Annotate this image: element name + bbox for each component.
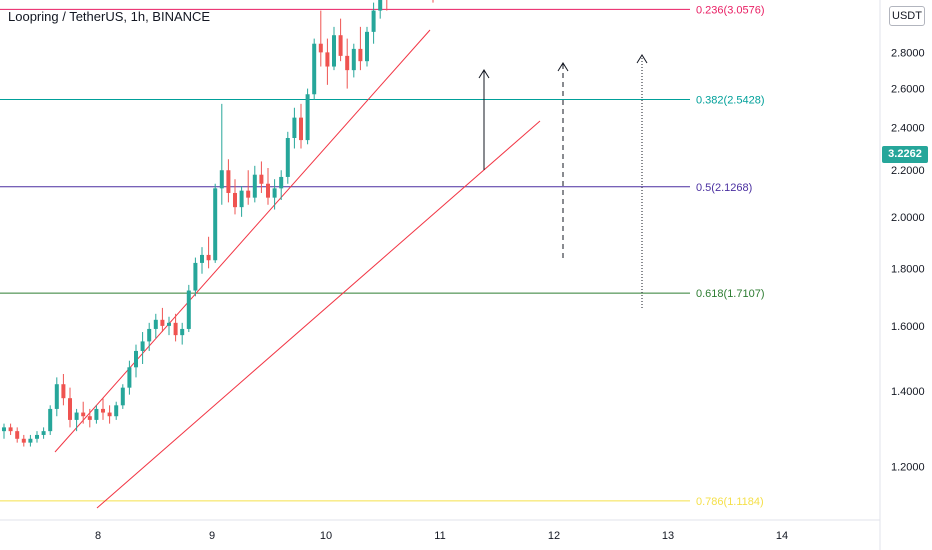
candle-body: [325, 52, 330, 67]
candle-body: [140, 341, 145, 351]
x-tick-label: 9: [209, 530, 215, 542]
candle-body: [285, 138, 290, 177]
candle-body: [101, 408, 105, 413]
candle-body: [266, 183, 270, 198]
candle-body: [48, 408, 53, 432]
candle-body: [206, 254, 211, 261]
candlestick-series: [2, 0, 434, 447]
y-tick-label: 1.4000: [891, 386, 925, 398]
candle-body: [318, 43, 323, 53]
candle-body: [193, 262, 198, 291]
y-tick-label: 1.6000: [891, 321, 925, 333]
candle-body: [21, 438, 26, 443]
currency-button[interactable]: USDT: [889, 6, 925, 26]
candle-body: [68, 398, 72, 420]
y-tick-label: 2.2000: [891, 165, 925, 177]
candle-body: [358, 48, 363, 62]
y-tick-label: 2.8000: [891, 47, 925, 59]
candle-body: [312, 43, 317, 95]
candle-body: [365, 31, 369, 62]
candle-body: [94, 408, 99, 420]
last-price-label: 3.2262: [882, 146, 928, 163]
candle-body: [186, 290, 191, 329]
x-tick-label: 11: [434, 530, 445, 542]
candle-body: [180, 328, 185, 336]
candle-body: [345, 55, 350, 71]
candle-body: [54, 384, 59, 409]
candle-body: [134, 350, 138, 368]
candle-body: [351, 48, 356, 71]
x-tick-label: 13: [662, 530, 674, 542]
fib-level-label: 0.5(2.1268): [696, 182, 752, 194]
candle-body: [87, 416, 92, 420]
candle-body: [279, 176, 284, 189]
channel-lower-line: [96, 120, 541, 509]
candle-body: [120, 387, 125, 406]
y-tick-label: 2.6000: [891, 84, 925, 96]
fibonacci-levels: 0(3.8897)0.236(3.0576)0.382(2.5428)0.5(2…: [0, 4, 765, 508]
time-axis[interactable]: 8 9 10 11 12 13 14: [95, 530, 788, 542]
candle-body: [28, 438, 33, 443]
candle-body: [239, 190, 244, 208]
channel-upper-line: [54, 29, 431, 453]
y-tick-label: 2.4000: [891, 123, 925, 135]
candle-body: [272, 188, 277, 198]
arrow-head: [557, 62, 569, 72]
candle-body: [81, 412, 86, 417]
candle-body: [35, 434, 39, 439]
x-tick-label: 8: [95, 530, 101, 542]
x-tick-label: 10: [320, 530, 332, 542]
candle-body: [2, 427, 6, 432]
candle-body: [127, 367, 132, 388]
x-tick-label: 12: [548, 530, 560, 542]
candle-body: [160, 319, 165, 326]
candle-body: [219, 170, 224, 189]
candle-body: [200, 254, 204, 263]
arrow-head: [478, 69, 490, 79]
candle-body: [41, 431, 46, 435]
y-tick-label: 1.2000: [891, 461, 925, 473]
candle-body: [378, 0, 383, 11]
candle-body: [299, 117, 303, 141]
candle-body: [153, 319, 158, 329]
fib-level-label: 0.618(1.7107): [696, 288, 765, 300]
candle-body: [107, 412, 112, 417]
projection-arrows: [478, 54, 648, 308]
price-axis[interactable]: 4.00003.80003.60003.40003.20003.00002.80…: [891, 0, 925, 550]
candle-body: [147, 328, 152, 342]
candle-body: [233, 192, 237, 208]
candle-body: [213, 188, 218, 261]
candle-body: [15, 431, 20, 439]
rising-channel-drawing: [54, 29, 541, 509]
candle-body: [74, 412, 79, 420]
candle-body: [8, 427, 13, 432]
chart-title: Loopring / TetherUS, 1h, BINANCE: [8, 9, 211, 24]
arrow-head: [636, 54, 648, 64]
candle-body: [305, 94, 310, 141]
fib-level-label: 0.786(1.1184): [696, 496, 764, 508]
fib-level-label: 0.236(3.0576): [696, 4, 765, 16]
candle-body: [338, 35, 343, 56]
candle-body: [252, 174, 257, 198]
candle-body: [61, 384, 66, 399]
candle-body: [173, 322, 178, 336]
fib-level-label: 0.382(2.5428): [696, 94, 765, 106]
candle-body: [246, 190, 251, 198]
candle-body: [332, 35, 336, 67]
candle-body: [371, 10, 376, 32]
y-tick-label: 1.8000: [891, 263, 925, 275]
candle-body: [167, 322, 171, 326]
x-tick-label: 14: [776, 530, 788, 542]
y-tick-label: 2.0000: [891, 212, 925, 224]
candle-body: [114, 405, 119, 417]
candle-body: [259, 174, 264, 184]
candle-body: [226, 170, 231, 193]
candle-body: [292, 117, 297, 139]
